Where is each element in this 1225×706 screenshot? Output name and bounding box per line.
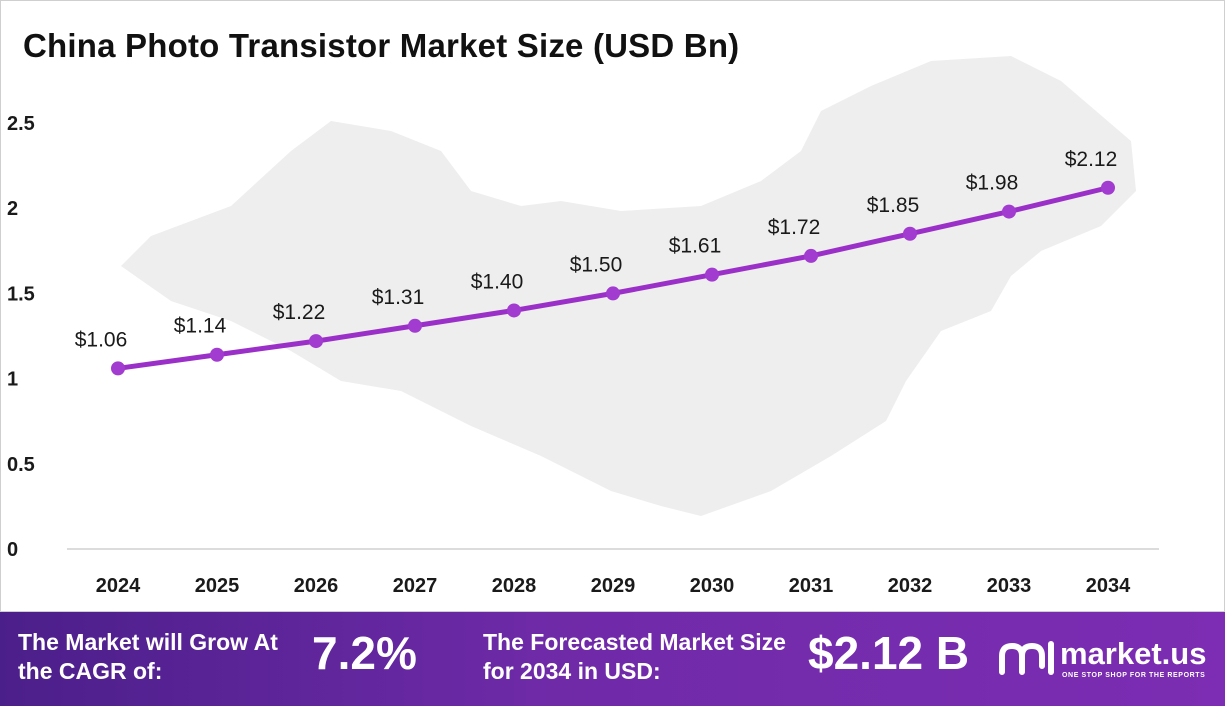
data-label: $1.22: [273, 301, 326, 324]
data-point: [606, 286, 620, 301]
x-tick-label: 2031: [789, 575, 834, 597]
x-tick-labels: 2024 2025 2026 2027 2028 2029 2030 2031 2032 2033…: [96, 575, 1131, 597]
data-label: $2.12: [1065, 148, 1118, 171]
chart-area: 0 0.5 1 1.5 2 2.5 2024 2025 2026 2027 2028 2029 203…: [0, 0, 1225, 612]
x-tick-label: 2028: [492, 575, 537, 597]
x-tick-label: 2033: [987, 575, 1032, 597]
data-point: [903, 226, 917, 241]
data-point: [804, 248, 818, 263]
data-point: [210, 347, 224, 362]
line-chart: 0 0.5 1 1.5 2 2.5 2024 2025 2026 2027 2028 2029 203…: [7, 56, 1159, 597]
x-tick-label: 2026: [294, 575, 339, 597]
data-point: [408, 318, 422, 333]
data-label: $1.14: [174, 315, 227, 338]
cagr-label: The Market will Grow At the CAGR of:: [18, 629, 278, 684]
china-map-watermark: [121, 56, 1136, 516]
x-tick-label: 2029: [591, 575, 636, 597]
brand-logo: market.us ONE STOP SHOP FOR THE REPORTS: [996, 636, 1221, 686]
data-label: $1.40: [471, 270, 524, 293]
x-tick-label: 2024: [96, 575, 141, 597]
data-point: [507, 303, 521, 318]
data-point: [309, 334, 323, 349]
data-label: $1.61: [669, 235, 722, 258]
y-tick-label: 1.5: [7, 283, 35, 305]
data-label: $1.98: [966, 172, 1019, 195]
data-point: [705, 267, 719, 282]
data-point: [1101, 180, 1115, 195]
data-label: $1.72: [768, 216, 821, 239]
y-tick-label: 0.5: [7, 454, 35, 476]
brand-tagline: ONE STOP SHOP FOR THE REPORTS: [1062, 672, 1206, 679]
series-layer: [111, 180, 1115, 376]
x-tick-label: 2034: [1086, 575, 1131, 597]
data-point: [1002, 204, 1016, 219]
x-tick-label: 2025: [195, 575, 240, 597]
brand-name: market.us: [1060, 636, 1207, 671]
data-label: $1.85: [867, 194, 920, 217]
y-tick-label: 2: [7, 198, 18, 220]
y-tick-label: 0: [7, 539, 18, 561]
data-label: $1.31: [372, 286, 425, 309]
y-tick-labels: 0 0.5 1 1.5 2 2.5: [7, 113, 35, 561]
y-tick-label: 1: [7, 369, 18, 391]
market-us-logo-icon: [999, 641, 1054, 675]
data-label: $1.06: [75, 328, 128, 351]
y-tick-label: 2.5: [7, 113, 35, 135]
data-label: $1.50: [570, 253, 623, 276]
forecast-value: $2.12 B: [808, 627, 970, 679]
cagr-value: 7.2%: [312, 627, 417, 679]
summary-footer: The Market will Grow At the CAGR of: 7.2…: [0, 612, 1225, 706]
data-label-layer: $1.06 $1.14 $1.22 $1.31 $1.40 $1.50 $1.61 $1.72…: [75, 148, 1118, 352]
data-point: [111, 361, 125, 376]
x-tick-label: 2027: [393, 575, 438, 597]
x-tick-label: 2032: [888, 575, 933, 597]
forecast-label: The Forecasted Market Size for 2034 in U…: [483, 629, 786, 684]
chart-title: China Photo Transistor Market Size (USD …: [23, 27, 740, 64]
x-tick-label: 2030: [690, 575, 735, 597]
